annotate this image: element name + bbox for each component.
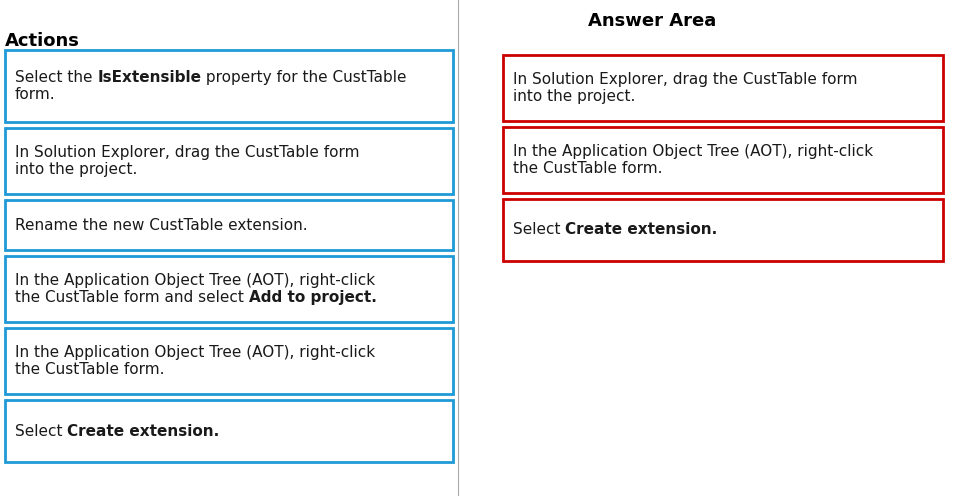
Text: Select: Select	[513, 223, 565, 238]
Bar	[5, 256, 453, 322]
Bar	[5, 400, 453, 462]
Text: into the project.: into the project.	[15, 162, 137, 177]
Text: Answer Area: Answer Area	[588, 12, 716, 30]
Text: the CustTable form.: the CustTable form.	[15, 362, 164, 377]
Text: In the Application Object Tree (AOT), right-click: In the Application Object Tree (AOT), ri…	[513, 144, 873, 159]
Text: In the Application Object Tree (AOT), right-click: In the Application Object Tree (AOT), ri…	[15, 345, 375, 360]
Bar	[503, 127, 943, 193]
Text: form.: form.	[15, 87, 56, 102]
Text: property for the CustTable: property for the CustTable	[201, 70, 407, 85]
Bar	[5, 128, 453, 194]
Text: Select: Select	[15, 424, 68, 438]
Text: the CustTable form.: the CustTable form.	[513, 161, 663, 176]
Bar	[503, 55, 943, 121]
Bar	[5, 50, 453, 122]
Text: In the Application Object Tree (AOT), right-click: In the Application Object Tree (AOT), ri…	[15, 273, 375, 288]
Text: into the project.: into the project.	[513, 89, 636, 104]
Text: In Solution Explorer, drag the CustTable form: In Solution Explorer, drag the CustTable…	[513, 72, 858, 87]
Bar	[5, 200, 453, 250]
Text: Rename the new CustTable extension.: Rename the new CustTable extension.	[15, 218, 307, 233]
Text: Create extension.: Create extension.	[68, 424, 219, 438]
Text: Create extension.: Create extension.	[565, 223, 718, 238]
Text: the CustTable form and select: the CustTable form and select	[15, 290, 249, 305]
Text: Select the: Select the	[15, 70, 98, 85]
Text: In Solution Explorer, drag the CustTable form: In Solution Explorer, drag the CustTable…	[15, 145, 359, 160]
Text: Actions: Actions	[5, 32, 80, 50]
Bar	[5, 328, 453, 394]
Bar	[503, 199, 943, 261]
Text: Add to project.: Add to project.	[249, 290, 377, 305]
Text: IsExtensible: IsExtensible	[98, 70, 201, 85]
